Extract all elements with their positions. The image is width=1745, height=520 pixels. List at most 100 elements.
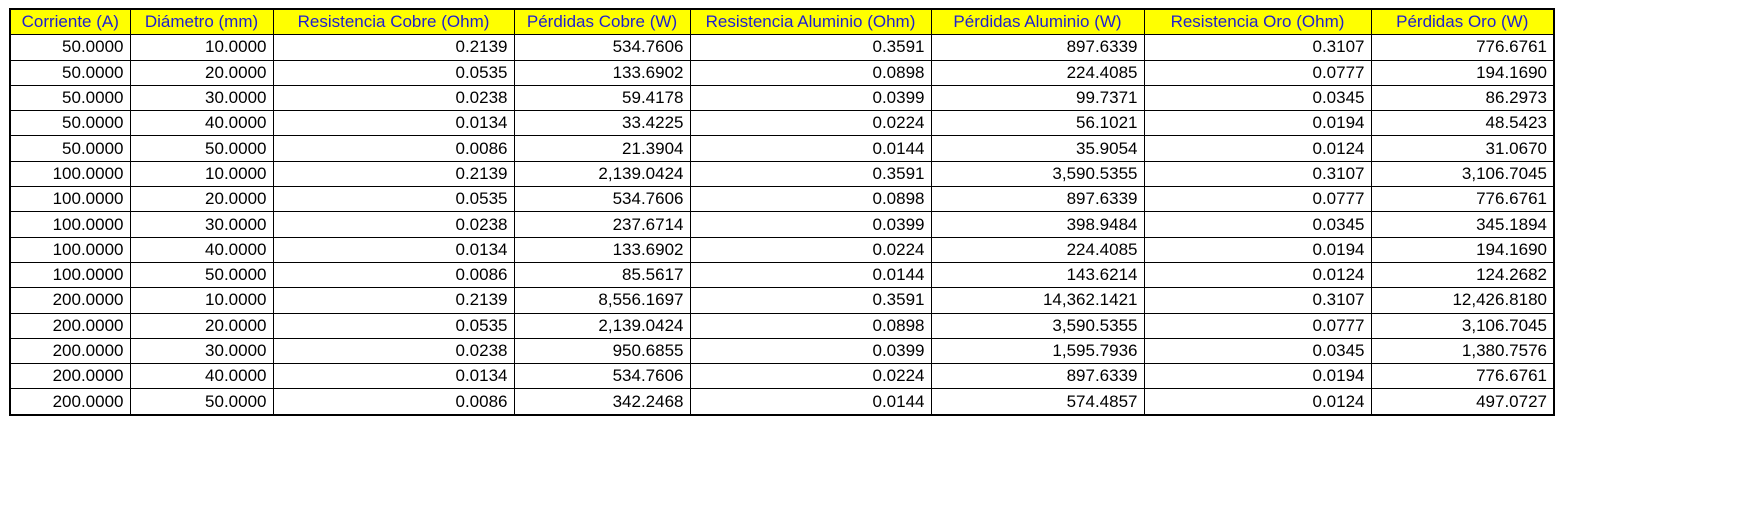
cell-perdidas-oro[interactable]: 194.1690	[1370, 236, 1555, 263]
cell-resistencia-aluminio[interactable]: 0.0898	[689, 59, 932, 86]
cell-corriente[interactable]: 50.0000	[9, 110, 131, 137]
cell-diametro[interactable]: 10.0000	[129, 160, 274, 188]
cell-resistencia-aluminio[interactable]: 0.3591	[689, 287, 932, 314]
cell-resistencia-aluminio[interactable]: 0.0144	[689, 388, 932, 416]
cell-diametro[interactable]: 10.0000	[129, 34, 274, 61]
cell-resistencia-aluminio[interactable]: 0.0144	[689, 261, 932, 289]
cell-perdidas-aluminio[interactable]: 224.4085	[930, 236, 1145, 263]
cell-perdidas-aluminio[interactable]: 3,590.5355	[930, 160, 1145, 188]
cell-diametro[interactable]: 40.0000	[129, 110, 274, 137]
cell-perdidas-aluminio[interactable]: 56.1021	[930, 110, 1145, 137]
cell-perdidas-oro[interactable]: 31.0670	[1370, 135, 1555, 162]
cell-resistencia-oro[interactable]: 0.0124	[1143, 135, 1372, 162]
cell-perdidas-oro[interactable]: 776.6761	[1370, 186, 1555, 213]
cell-perdidas-aluminio[interactable]: 99.7371	[930, 84, 1145, 112]
cell-corriente[interactable]: 50.0000	[9, 34, 131, 61]
cell-resistencia-aluminio[interactable]: 0.0399	[689, 84, 932, 112]
cell-corriente[interactable]: 200.0000	[9, 388, 131, 416]
cell-resistencia-oro[interactable]: 0.0124	[1143, 261, 1372, 289]
cell-perdidas-aluminio[interactable]: 14,362.1421	[930, 287, 1145, 314]
cell-resistencia-cobre[interactable]: 0.0535	[272, 59, 515, 86]
cell-resistencia-cobre[interactable]: 0.0238	[272, 337, 515, 365]
cell-diametro[interactable]: 40.0000	[129, 236, 274, 263]
cell-perdidas-cobre[interactable]: 534.7606	[513, 34, 691, 61]
cell-diametro[interactable]: 30.0000	[129, 84, 274, 112]
cell-resistencia-cobre[interactable]: 0.2139	[272, 287, 515, 314]
cell-corriente[interactable]: 200.0000	[9, 337, 131, 365]
cell-resistencia-cobre[interactable]: 0.2139	[272, 160, 515, 188]
header-resistencia-cobre[interactable]: Resistencia Cobre (Ohm)	[272, 8, 515, 36]
cell-perdidas-cobre[interactable]: 21.3904	[513, 135, 691, 162]
header-perdidas-cobre[interactable]: Pérdidas Cobre (W)	[513, 8, 691, 36]
cell-resistencia-oro[interactable]: 0.0345	[1143, 337, 1372, 365]
cell-resistencia-cobre[interactable]: 0.0535	[272, 312, 515, 339]
cell-perdidas-aluminio[interactable]: 574.4857	[930, 388, 1145, 416]
cell-diametro[interactable]: 40.0000	[129, 363, 274, 390]
cell-resistencia-oro[interactable]: 0.0777	[1143, 59, 1372, 86]
cell-corriente[interactable]: 100.0000	[9, 236, 131, 263]
cell-corriente[interactable]: 200.0000	[9, 287, 131, 314]
cell-resistencia-oro[interactable]: 0.0345	[1143, 211, 1372, 238]
cell-perdidas-cobre[interactable]: 2,139.0424	[513, 160, 691, 188]
cell-diametro[interactable]: 50.0000	[129, 261, 274, 289]
header-diametro[interactable]: Diámetro (mm)	[129, 8, 274, 36]
cell-resistencia-oro[interactable]: 0.0777	[1143, 186, 1372, 213]
cell-perdidas-oro[interactable]: 48.5423	[1370, 110, 1555, 137]
cell-perdidas-aluminio[interactable]: 1,595.7936	[930, 337, 1145, 365]
cell-resistencia-cobre[interactable]: 0.2139	[272, 34, 515, 61]
header-perdidas-oro[interactable]: Pérdidas Oro (W)	[1370, 8, 1555, 36]
cell-resistencia-aluminio[interactable]: 0.0224	[689, 236, 932, 263]
cell-perdidas-oro[interactable]: 497.0727	[1370, 388, 1555, 416]
cell-perdidas-aluminio[interactable]: 3,590.5355	[930, 312, 1145, 339]
cell-diametro[interactable]: 20.0000	[129, 186, 274, 213]
cell-resistencia-aluminio[interactable]: 0.3591	[689, 34, 932, 61]
cell-diametro[interactable]: 20.0000	[129, 59, 274, 86]
cell-resistencia-aluminio[interactable]: 0.0399	[689, 337, 932, 365]
cell-resistencia-cobre[interactable]: 0.0086	[272, 261, 515, 289]
cell-perdidas-aluminio[interactable]: 398.9484	[930, 211, 1145, 238]
cell-perdidas-oro[interactable]: 124.2682	[1370, 261, 1555, 289]
header-perdidas-aluminio[interactable]: Pérdidas Aluminio (W)	[930, 8, 1145, 36]
cell-resistencia-oro[interactable]: 0.0194	[1143, 110, 1372, 137]
cell-corriente[interactable]: 200.0000	[9, 312, 131, 339]
cell-perdidas-aluminio[interactable]: 224.4085	[930, 59, 1145, 86]
cell-diametro[interactable]: 20.0000	[129, 312, 274, 339]
cell-resistencia-oro[interactable]: 0.0777	[1143, 312, 1372, 339]
cell-perdidas-oro[interactable]: 3,106.7045	[1370, 160, 1555, 188]
cell-corriente[interactable]: 100.0000	[9, 160, 131, 188]
cell-perdidas-oro[interactable]: 86.2973	[1370, 84, 1555, 112]
cell-perdidas-cobre[interactable]: 59.4178	[513, 84, 691, 112]
cell-perdidas-oro[interactable]: 3,106.7045	[1370, 312, 1555, 339]
cell-perdidas-oro[interactable]: 194.1690	[1370, 59, 1555, 86]
cell-perdidas-cobre[interactable]: 8,556.1697	[513, 287, 691, 314]
cell-perdidas-cobre[interactable]: 534.7606	[513, 186, 691, 213]
cell-resistencia-aluminio[interactable]: 0.0898	[689, 186, 932, 213]
cell-perdidas-aluminio[interactable]: 897.6339	[930, 34, 1145, 61]
cell-perdidas-cobre[interactable]: 85.5617	[513, 261, 691, 289]
cell-perdidas-aluminio[interactable]: 143.6214	[930, 261, 1145, 289]
header-resistencia-oro[interactable]: Resistencia Oro (Ohm)	[1143, 8, 1372, 36]
cell-corriente[interactable]: 100.0000	[9, 211, 131, 238]
cell-corriente[interactable]: 50.0000	[9, 84, 131, 112]
cell-perdidas-cobre[interactable]: 2,139.0424	[513, 312, 691, 339]
cell-resistencia-cobre[interactable]: 0.0134	[272, 236, 515, 263]
header-corriente[interactable]: Corriente (A)	[9, 8, 131, 36]
cell-diametro[interactable]: 30.0000	[129, 337, 274, 365]
header-resistencia-aluminio[interactable]: Resistencia Aluminio (Ohm)	[689, 8, 932, 36]
cell-resistencia-cobre[interactable]: 0.0238	[272, 84, 515, 112]
cell-resistencia-aluminio[interactable]: 0.0399	[689, 211, 932, 238]
cell-resistencia-aluminio[interactable]: 0.0898	[689, 312, 932, 339]
cell-corriente[interactable]: 50.0000	[9, 135, 131, 162]
cell-perdidas-oro[interactable]: 12,426.8180	[1370, 287, 1555, 314]
cell-perdidas-cobre[interactable]: 534.7606	[513, 363, 691, 390]
cell-corriente[interactable]: 100.0000	[9, 261, 131, 289]
cell-perdidas-oro[interactable]: 1,380.7576	[1370, 337, 1555, 365]
cell-perdidas-cobre[interactable]: 33.4225	[513, 110, 691, 137]
cell-resistencia-cobre[interactable]: 0.0086	[272, 135, 515, 162]
cell-perdidas-cobre[interactable]: 342.2468	[513, 388, 691, 416]
cell-resistencia-oro[interactable]: 0.0194	[1143, 236, 1372, 263]
cell-resistencia-cobre[interactable]: 0.0134	[272, 110, 515, 137]
cell-perdidas-oro[interactable]: 776.6761	[1370, 363, 1555, 390]
cell-resistencia-aluminio[interactable]: 0.0224	[689, 363, 932, 390]
cell-resistencia-oro[interactable]: 0.0194	[1143, 363, 1372, 390]
